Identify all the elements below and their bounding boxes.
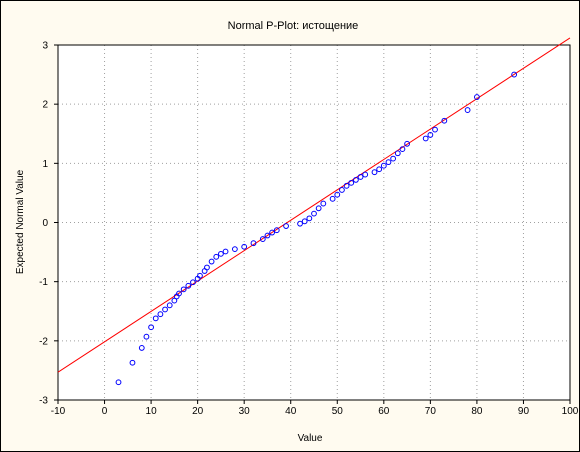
x-tick-label: 30 (239, 406, 251, 417)
x-tick-label: 90 (518, 406, 530, 417)
data-point (197, 272, 203, 279)
data-point (320, 200, 327, 207)
data-point (162, 306, 168, 313)
y-tick-label: -1 (39, 277, 48, 288)
x-tick-label: 70 (425, 406, 437, 417)
y-tick-label: -2 (39, 336, 48, 347)
data-point (464, 107, 471, 113)
data-point (185, 282, 192, 289)
data-point (352, 177, 359, 183)
data-point (329, 195, 336, 202)
data-point (259, 236, 266, 242)
y-axis-label: Expected Normal Value (15, 169, 26, 274)
data-point (380, 162, 387, 169)
data-point (427, 132, 434, 138)
x-tick-label: 40 (285, 406, 297, 417)
data-point (441, 117, 448, 124)
data-point (511, 71, 518, 78)
data-point (222, 248, 229, 255)
y-tick-label: 3 (42, 41, 48, 52)
data-point (306, 215, 313, 222)
data-point (152, 315, 159, 322)
data-point (250, 240, 257, 247)
data-point (297, 220, 303, 227)
data-point (241, 243, 248, 250)
x-tick-label: 0 (102, 406, 108, 417)
data-point (422, 135, 429, 142)
data-point (371, 169, 378, 176)
data-point (204, 264, 210, 271)
data-point (301, 218, 308, 225)
x-tick-label: 20 (192, 406, 204, 417)
x-tick-label: 80 (471, 406, 483, 417)
y-tick-label: 2 (42, 100, 48, 111)
x-tick-label: -10 (51, 406, 66, 417)
x-axis-label: Value (298, 433, 323, 444)
data-point (138, 345, 145, 351)
data-point (115, 379, 122, 386)
data-point (231, 246, 238, 253)
data-point (385, 159, 392, 166)
data-point (129, 359, 136, 366)
x-tick-label: 100 (562, 406, 579, 417)
y-tick-label: 0 (42, 218, 48, 229)
data-point (334, 191, 341, 198)
data-point (176, 290, 182, 297)
data-point (376, 166, 383, 173)
data-point (171, 297, 178, 304)
data-point (264, 232, 271, 239)
data-point (180, 286, 187, 293)
x-tick-label: 60 (378, 406, 390, 417)
data-point (157, 311, 164, 318)
data-point (339, 187, 345, 193)
data-point (143, 333, 150, 340)
data-point (390, 155, 397, 162)
y-tick-label: -3 (39, 396, 48, 407)
data-point (166, 302, 173, 309)
data-point (474, 94, 480, 100)
data-point (343, 182, 350, 189)
data-point (311, 210, 317, 217)
data-point (432, 126, 438, 133)
y-tick-label: 1 (42, 159, 48, 170)
data-point (362, 171, 369, 178)
data-point (213, 253, 220, 260)
data-point (148, 324, 154, 331)
data-point (269, 229, 276, 236)
data-point (218, 250, 224, 257)
data-point (273, 227, 280, 234)
data-point (190, 279, 196, 286)
data-point (283, 223, 289, 229)
data-point (357, 174, 364, 180)
x-tick-label: 10 (146, 406, 158, 417)
data-point (315, 205, 322, 212)
x-tick-label: 50 (332, 406, 344, 417)
data-point (394, 150, 401, 157)
data-point (399, 146, 406, 153)
data-point (208, 258, 215, 265)
data-point (404, 140, 410, 147)
chart-title: Normal P-Plot: истощение (228, 20, 359, 32)
reference-line (57, 37, 571, 373)
data-point (348, 179, 355, 186)
